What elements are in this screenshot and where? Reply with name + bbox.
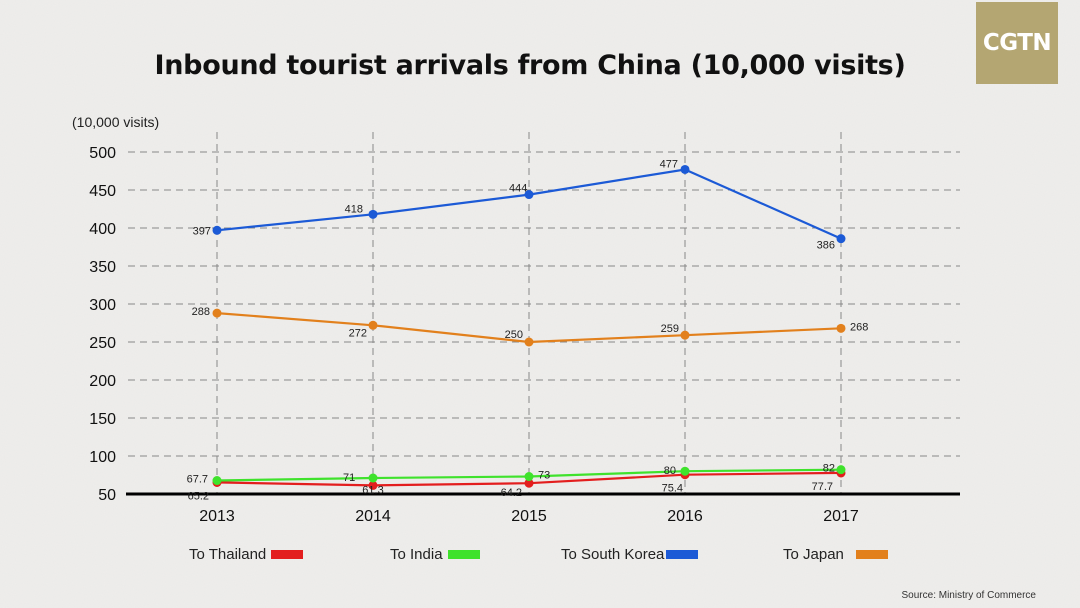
series-group: 65.2 61.3 64.2 75.4 77.7 67.7 71 73 80 82 397 418 44… [187, 158, 869, 502]
x-axis-ticks: 2013 2014 2015 2016 2017 [199, 508, 859, 525]
data-label-south-korea-2017: 386 [817, 240, 835, 252]
chart-title: Inbound tourist arrivals from China (10,… [154, 50, 906, 81]
data-label-south-korea-2014: 418 [345, 203, 363, 215]
x-tick-label: 2015 [511, 508, 547, 525]
legend-item-india: To India [390, 546, 480, 563]
legend-swatch-japan [855, 550, 888, 559]
legend-item-thailand: To Thailand [189, 546, 304, 563]
legend-item-japan: To Japan [783, 546, 888, 563]
data-label-india-2013: 67.7 [187, 474, 208, 486]
y-tick-label: 400 [89, 221, 116, 238]
cgtn-logo: CGTN [976, 2, 1058, 84]
y-axis-unit-label: (10,000 visits) [72, 114, 160, 130]
data-label-india-2017: 82 [823, 463, 835, 475]
grid-lines [128, 132, 960, 494]
legend-label-south-korea: To South Korea [561, 546, 665, 563]
y-tick-label: 100 [89, 449, 116, 466]
series-japan: 288 272 250 259 268 [192, 306, 868, 347]
point-south-korea-2016 [680, 164, 690, 174]
source-note: Source: Ministry of Commerce [901, 590, 1036, 601]
data-label-japan-2013: 288 [192, 306, 210, 318]
y-tick-label: 250 [89, 335, 116, 352]
point-india-2013 [212, 476, 222, 486]
data-label-thailand-2015: 64.2 [501, 487, 522, 499]
y-tick-label: 450 [89, 183, 116, 200]
data-label-south-korea-2016: 477 [660, 158, 678, 170]
data-label-japan-2014: 272 [349, 327, 367, 339]
point-south-korea-2017 [836, 234, 846, 244]
data-label-india-2016: 80 [664, 465, 676, 477]
point-japan-2016 [680, 330, 690, 340]
data-label-japan-2015: 250 [505, 329, 523, 341]
data-label-india-2015: 73 [538, 470, 550, 482]
y-tick-label: 50 [98, 487, 116, 504]
series-india: 67.7 71 73 80 82 [187, 463, 846, 486]
y-tick-label: 200 [89, 373, 116, 390]
x-tick-label: 2013 [199, 508, 235, 525]
data-label-south-korea-2015: 444 [509, 183, 527, 195]
point-japan-2015 [524, 337, 534, 347]
y-tick-label: 500 [89, 145, 116, 162]
point-japan-2013 [212, 308, 222, 318]
point-japan-2014 [368, 320, 378, 330]
data-label-thailand-2017: 77.7 [812, 481, 833, 493]
point-south-korea-2015 [524, 190, 534, 200]
legend-label-japan: To Japan [783, 546, 844, 563]
x-tick-label: 2016 [667, 508, 703, 525]
y-tick-label: 300 [89, 297, 116, 314]
point-thailand-2014 [368, 480, 378, 490]
legend-swatch-south-korea [666, 550, 699, 559]
legend-swatch-thailand [271, 550, 304, 559]
x-tick-label: 2014 [355, 508, 391, 525]
data-label-thailand-2013: 65.2 [188, 490, 209, 502]
point-japan-2017 [836, 323, 846, 333]
point-south-korea-2014 [368, 209, 378, 219]
y-tick-label: 350 [89, 259, 116, 276]
point-india-2015 [524, 472, 534, 482]
data-label-thailand-2016: 75.4 [662, 483, 683, 495]
point-india-2017 [836, 465, 846, 475]
y-tick-label: 150 [89, 411, 116, 428]
data-label-south-korea-2013: 397 [193, 225, 211, 237]
series-thailand: 65.2 61.3 64.2 75.4 77.7 [188, 468, 846, 502]
point-south-korea-2013 [212, 225, 222, 235]
y-axis-ticks: 50 100 150 200 250 300 350 400 450 500 [89, 145, 116, 504]
legend-item-south-korea: To South Korea [561, 546, 699, 563]
legend-label-india: To India [390, 546, 443, 563]
point-thailand-2015 [524, 478, 534, 488]
legend-swatch-india [447, 550, 480, 559]
point-india-2016 [680, 466, 690, 476]
data-label-thailand-2014: 61.3 [362, 484, 383, 496]
series-south-korea: 397 418 444 477 386 [193, 158, 846, 252]
legend-label-thailand: To Thailand [189, 546, 267, 563]
data-label-japan-2017: 268 [850, 321, 868, 333]
x-tick-label: 2017 [823, 508, 859, 525]
data-label-india-2014: 71 [343, 472, 355, 484]
point-india-2014 [368, 473, 378, 483]
data-label-japan-2016: 259 [661, 323, 679, 335]
